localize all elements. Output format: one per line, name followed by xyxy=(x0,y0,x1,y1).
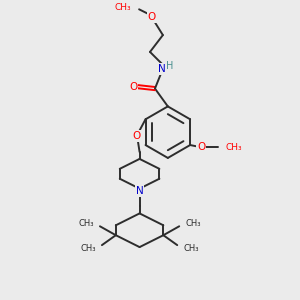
Text: CH₃: CH₃ xyxy=(79,219,94,228)
Text: O: O xyxy=(129,82,137,92)
Text: O: O xyxy=(197,142,205,152)
Text: CH₃: CH₃ xyxy=(80,244,96,253)
Text: H: H xyxy=(166,61,173,71)
Text: CH₃: CH₃ xyxy=(185,219,201,228)
Text: O: O xyxy=(148,12,156,22)
Text: N: N xyxy=(136,186,143,196)
Text: O: O xyxy=(133,131,141,141)
Text: CH₃: CH₃ xyxy=(226,142,242,152)
Text: N: N xyxy=(158,64,166,74)
Text: CH₃: CH₃ xyxy=(115,3,131,12)
Text: CH₃: CH₃ xyxy=(183,244,199,253)
